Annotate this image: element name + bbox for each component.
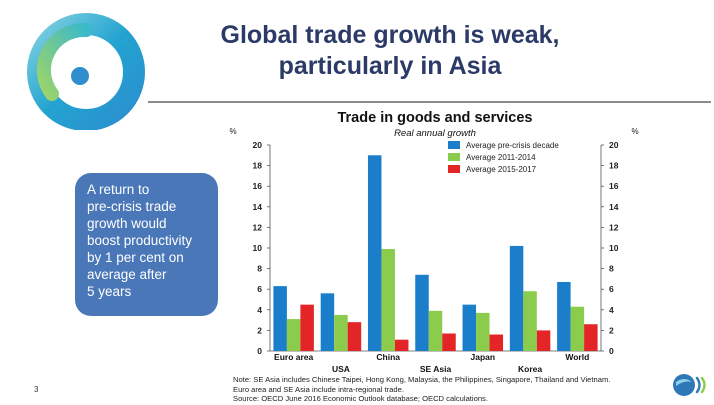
bar	[442, 333, 456, 351]
y-tick-label-right: 10	[609, 243, 619, 253]
legend-label: Average pre-crisis decade	[466, 141, 559, 150]
bar	[570, 306, 585, 351]
slide-title: Global trade growth is weak, particularl…	[170, 20, 610, 82]
legend-swatch	[448, 141, 460, 149]
x-tick-label: Japan	[470, 352, 495, 362]
bar	[557, 281, 571, 351]
legend-label: Average 2015-2017	[466, 165, 537, 174]
x-tick-label: Euro area	[274, 352, 313, 362]
bar	[320, 293, 335, 351]
source-line: Source: OECD June 2016 Economic Outlook …	[233, 394, 488, 403]
bar	[523, 291, 537, 351]
bar	[462, 304, 477, 351]
bar	[476, 312, 490, 351]
x-tick-label: World	[565, 352, 589, 362]
y-tick-label-left: 8	[257, 264, 262, 274]
y-axis-unit-left: %	[229, 127, 236, 136]
y-tick-label-left: 14	[253, 202, 263, 212]
bar	[300, 304, 314, 351]
y-tick-label-left: 10	[253, 243, 263, 253]
note-line: Euro area and SE Asia include intra-regi…	[233, 384, 404, 394]
y-tick-label-left: 16	[253, 181, 263, 191]
y-tick-label-right: 14	[609, 202, 619, 212]
callout-line: by 1 per cent on	[87, 250, 184, 265]
legend-swatch	[448, 153, 460, 161]
bar	[489, 334, 504, 351]
swirl-logo-icon	[22, 12, 152, 131]
callout-line: A return to	[87, 182, 150, 197]
y-tick-label-right: 20	[609, 140, 619, 150]
bar	[415, 274, 429, 351]
x-tick-label: USA	[332, 364, 350, 374]
title-divider	[148, 101, 711, 103]
bar	[584, 324, 598, 351]
bar	[381, 249, 395, 351]
y-tick-label-right: 6	[609, 284, 614, 294]
x-tick-label: Korea	[518, 364, 542, 374]
y-tick-label-left: 18	[253, 161, 263, 171]
callout-line: 5 years	[87, 284, 132, 299]
y-tick-label-right: 2	[609, 325, 614, 335]
callout-box: A return to pre-crisis trade growth woul…	[75, 173, 218, 316]
y-tick-label-left: 20	[253, 140, 263, 150]
chart-note: Note: SE Asia includes Chinese Taipei, H…	[233, 375, 653, 404]
bar	[273, 286, 287, 351]
bar	[347, 322, 362, 351]
oecd-logo-icon	[670, 370, 710, 400]
slide-title-line-1: Global trade growth is weak,	[220, 21, 560, 49]
callout-line: pre-crisis trade	[87, 199, 177, 214]
y-tick-label-left: 6	[257, 284, 262, 294]
y-tick-label-left: 4	[257, 305, 262, 315]
y-tick-label-left: 2	[257, 325, 262, 335]
bar	[428, 310, 443, 351]
chart-subtitle: Real annual growth	[394, 128, 476, 139]
y-tick-label-left: 0	[257, 346, 262, 356]
x-tick-label: SE Asia	[420, 364, 452, 374]
note-line: Note: SE Asia includes Chinese Taipei, H…	[233, 375, 611, 384]
slide-title-line-2: particularly in Asia	[278, 52, 502, 80]
bar	[536, 330, 551, 351]
page-number: 3	[34, 385, 39, 394]
y-tick-label-right: 4	[609, 305, 614, 315]
y-tick-label-right: 18	[609, 161, 619, 171]
legend-swatch	[448, 165, 460, 173]
bar	[394, 339, 409, 351]
bar	[367, 155, 382, 351]
y-tick-label-right: 16	[609, 181, 619, 191]
callout-line: boost productivity	[87, 233, 193, 248]
trade-chart: Trade in goods and services Real annual …	[220, 103, 660, 381]
x-tick-label: China	[376, 352, 400, 362]
callout-line: growth would	[87, 216, 167, 231]
y-tick-label-left: 12	[253, 222, 263, 232]
y-tick-label-right: 0	[609, 346, 614, 356]
bar	[286, 319, 301, 351]
chart-title: Trade in goods and services	[337, 110, 532, 126]
callout-line: average after	[87, 267, 167, 282]
y-tick-label-right: 12	[609, 222, 619, 232]
y-axis-unit-right: %	[631, 127, 638, 136]
legend-label: Average 2011-2014	[466, 153, 536, 162]
y-tick-label-right: 8	[609, 264, 614, 274]
chart-canvas: Trade in goods and services Real annual …	[229, 110, 638, 374]
bar	[334, 314, 348, 351]
bar	[509, 245, 524, 351]
